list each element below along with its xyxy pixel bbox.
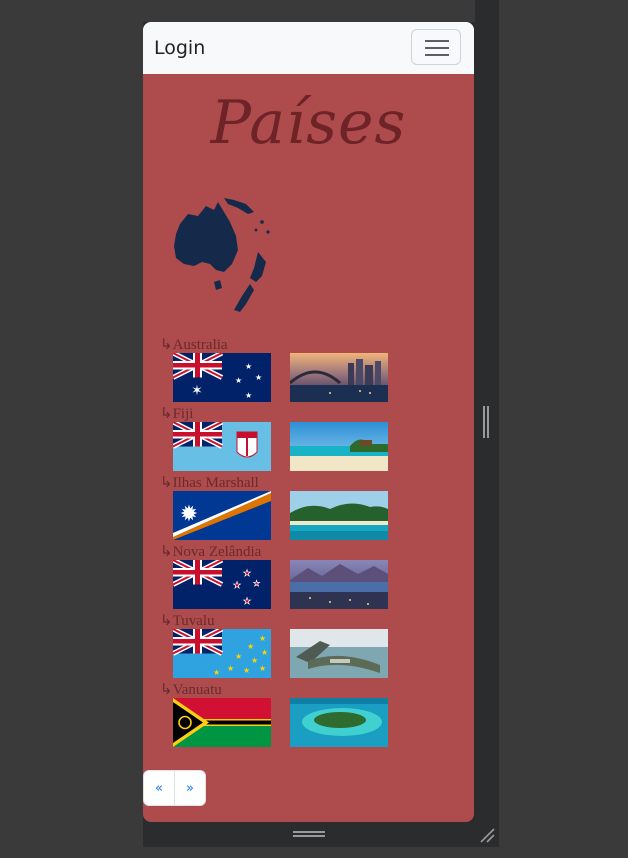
svg-text:★: ★ <box>243 597 251 607</box>
svg-text:★: ★ <box>247 642 254 651</box>
country-label-vanuatu[interactable]: ↳Vanuatu <box>160 682 222 698</box>
svg-text:★: ★ <box>227 664 234 673</box>
svg-text:★: ★ <box>259 634 266 643</box>
navbar: Login <box>143 22 474 74</box>
photo-vanuatu-island <box>290 698 388 747</box>
svg-text:★: ★ <box>259 664 266 673</box>
photo-funafuti <box>290 629 388 678</box>
photo-marshall-atoll <box>290 491 388 540</box>
pagination-next-button[interactable]: » <box>174 771 205 805</box>
oceania-map-icon <box>174 198 270 312</box>
svg-text:★: ★ <box>253 579 260 588</box>
country-label-fiji[interactable]: ↳Fiji <box>160 406 194 422</box>
svg-text:★: ★ <box>235 652 242 661</box>
flag-tuvalu-icon: ★ ★ ★ ★ ★ ★ ★ ★ ★ <box>173 629 271 678</box>
svg-text:★: ★ <box>243 666 250 675</box>
pagination: « » <box>143 770 206 806</box>
country-label-nova-zelandia[interactable]: ↳Nova Zelândia <box>160 544 262 560</box>
svg-text:✹: ✹ <box>180 502 198 527</box>
svg-text:★: ★ <box>243 569 251 579</box>
svg-text:★: ★ <box>251 656 258 665</box>
country-label-tuvalu[interactable]: ↳Tuvalu <box>160 613 215 629</box>
horizontal-resize-grip[interactable] <box>293 831 325 837</box>
page: Login Países ↳Australia <box>143 22 474 822</box>
flag-australia-icon: ✶ ★ ★ ★ ★ <box>173 353 271 402</box>
svg-text:★: ★ <box>261 648 268 657</box>
resize-corner-icon[interactable] <box>478 826 496 844</box>
pagination-prev-button[interactable]: « <box>155 780 163 796</box>
photo-sydney-harbour <box>290 353 388 402</box>
svg-text:★: ★ <box>213 668 220 677</box>
svg-text:★: ★ <box>233 581 241 591</box>
svg-text:✶: ✶ <box>191 383 203 399</box>
svg-text:★: ★ <box>245 362 252 371</box>
svg-text:★: ★ <box>235 376 242 385</box>
navbar-brand-login[interactable]: Login <box>154 37 206 59</box>
vertical-scrollbar[interactable] <box>475 0 499 803</box>
navbar-toggler-button[interactable] <box>411 29 461 65</box>
country-label-ilhas-marshall[interactable]: ↳Ilhas Marshall <box>160 475 259 491</box>
photo-fiji-beach <box>290 422 388 471</box>
flag-vanuatu-icon <box>173 698 271 747</box>
flag-fiji-icon <box>173 422 271 471</box>
page-title: Países <box>210 88 407 158</box>
svg-text:★: ★ <box>245 391 252 400</box>
svg-text:★: ★ <box>255 373 262 382</box>
flag-new-zealand-icon: ★ ★ ★ ★ <box>173 560 271 609</box>
hamburger-icon <box>425 40 449 56</box>
photo-queenstown <box>290 560 388 609</box>
vertical-resize-grip[interactable] <box>483 406 489 438</box>
country-label-australia[interactable]: ↳Australia <box>160 337 228 353</box>
flag-marshall-islands-icon: ✹ <box>173 491 271 540</box>
